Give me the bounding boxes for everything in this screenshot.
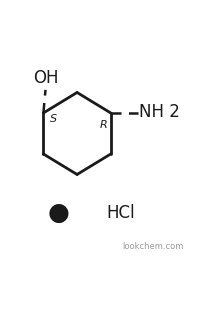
Text: ●: ● <box>47 201 69 225</box>
Text: HCl: HCl <box>106 204 135 222</box>
Text: R: R <box>99 120 107 129</box>
Text: OH: OH <box>33 69 58 87</box>
Text: NH 2: NH 2 <box>139 103 180 121</box>
Text: lookchem.com: lookchem.com <box>122 243 183 252</box>
Text: S: S <box>50 114 58 124</box>
